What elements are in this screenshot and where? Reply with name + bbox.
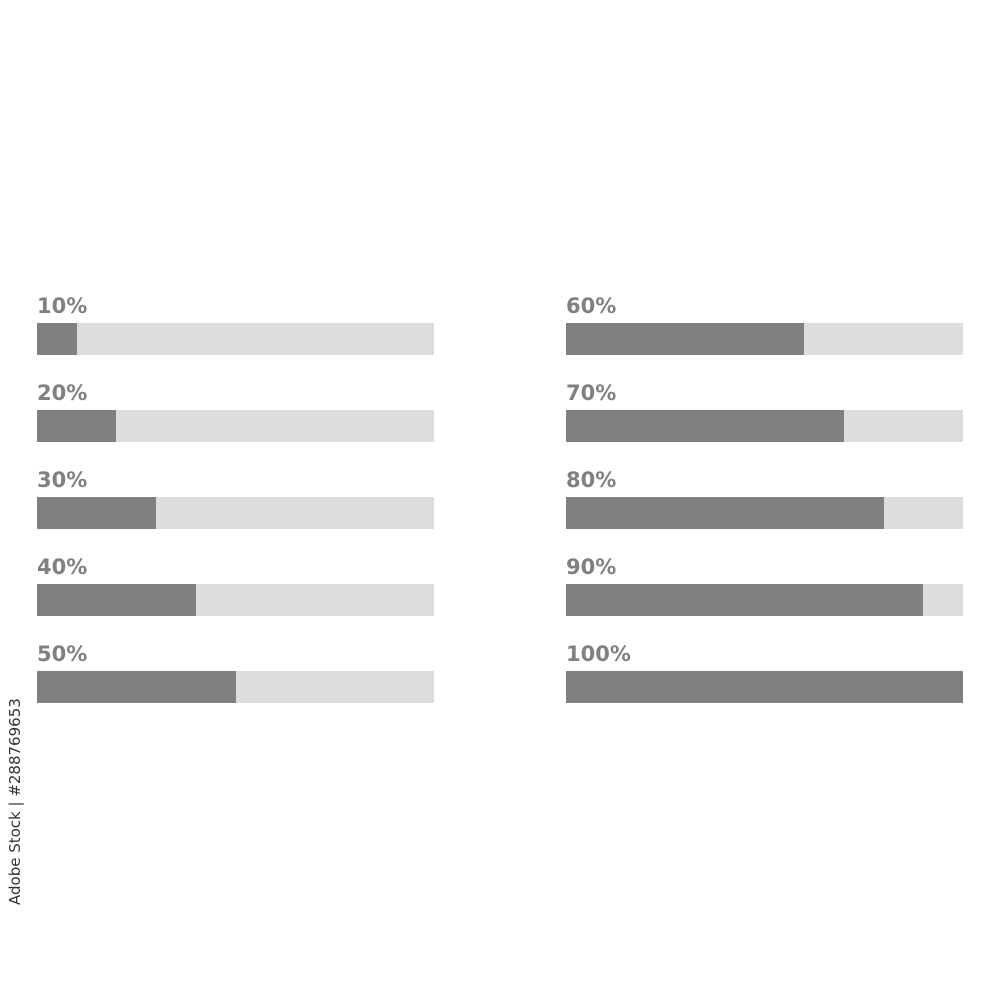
progress-bar-fill bbox=[37, 497, 157, 529]
progress-bar-track bbox=[566, 671, 963, 703]
progress-label: 20% bbox=[37, 381, 88, 405]
progress-bar-fill bbox=[37, 671, 236, 703]
progress-bar-fill bbox=[566, 671, 963, 703]
progress-bar-track bbox=[566, 323, 963, 355]
progress-item: 90% bbox=[566, 553, 963, 640]
progress-bar-track bbox=[37, 497, 434, 529]
progress-label: 80% bbox=[566, 468, 617, 492]
progress-bar-fill bbox=[566, 497, 884, 529]
progress-bar-track bbox=[566, 497, 963, 529]
progress-bar-fill bbox=[566, 323, 805, 355]
progress-column-left: 10% 20% 30% 40% 50% bbox=[37, 292, 434, 727]
progress-label: 70% bbox=[566, 381, 617, 405]
progress-item: 80% bbox=[566, 466, 963, 553]
progress-bar-fill bbox=[37, 584, 196, 616]
progress-item: 70% bbox=[566, 379, 963, 466]
progress-item: 30% bbox=[37, 466, 434, 553]
progress-bar-track bbox=[37, 323, 434, 355]
progress-item: 20% bbox=[37, 379, 434, 466]
progress-item: 50% bbox=[37, 640, 434, 727]
progress-bar-track bbox=[37, 671, 434, 703]
progress-bar-track bbox=[37, 584, 434, 616]
progress-bar-fill bbox=[37, 410, 117, 442]
progress-label: 90% bbox=[566, 555, 617, 579]
progress-bar-track bbox=[37, 410, 434, 442]
stock-id-watermark: Adobe Stock | #288769653 bbox=[6, 698, 24, 905]
progress-item: 40% bbox=[37, 553, 434, 640]
progress-bar-fill bbox=[566, 410, 844, 442]
progress-item: 60% bbox=[566, 292, 963, 379]
progress-item: 10% bbox=[37, 292, 434, 379]
progress-label: 100% bbox=[566, 642, 631, 666]
progress-label: 40% bbox=[37, 555, 88, 579]
progress-label: 30% bbox=[37, 468, 88, 492]
progress-bar-track bbox=[566, 410, 963, 442]
progress-label: 50% bbox=[37, 642, 88, 666]
progress-bar-fill bbox=[37, 323, 77, 355]
progress-bar-track bbox=[566, 584, 963, 616]
progress-item: 100% bbox=[566, 640, 963, 727]
progress-bar-fill bbox=[566, 584, 924, 616]
progress-column-right: 60% 70% 80% 90% 100% bbox=[566, 292, 963, 727]
progress-label: 60% bbox=[566, 294, 617, 318]
progress-label: 10% bbox=[37, 294, 88, 318]
